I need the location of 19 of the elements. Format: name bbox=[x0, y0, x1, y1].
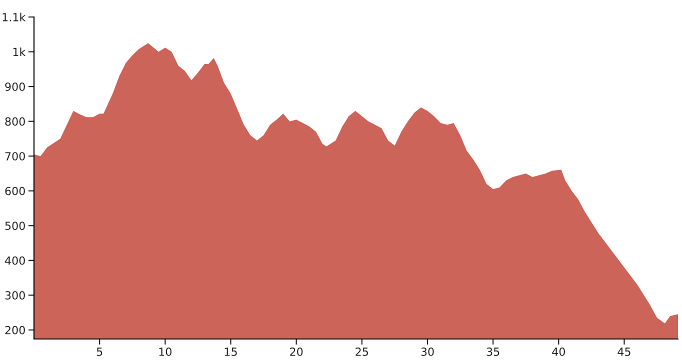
x-tick-label: 15 bbox=[224, 348, 237, 356]
y-tick-label: 800 bbox=[5, 117, 25, 126]
y-tick-label: 900 bbox=[5, 82, 25, 91]
y-tick-label: 700 bbox=[5, 152, 25, 160]
x-tick-label: 40 bbox=[552, 348, 565, 356]
x-tick-label: 25 bbox=[356, 348, 368, 356]
y-tick-label: 1k bbox=[13, 48, 26, 56]
x-tick-label: 35 bbox=[486, 348, 500, 356]
y-tick-label: 200 bbox=[5, 326, 25, 334]
y-tick-label: 1.1k bbox=[2, 12, 26, 22]
y-tick-label: 300 bbox=[5, 291, 25, 300]
x-tick-label: 20 bbox=[290, 348, 303, 356]
x-tick-label: 45 bbox=[618, 348, 630, 356]
y-tick-label: 600 bbox=[5, 186, 25, 196]
y-tick-label: 400 bbox=[5, 256, 25, 265]
y-tick-label: 500 bbox=[5, 222, 25, 230]
x-tick-label: 10 bbox=[159, 348, 172, 356]
x-tick-label: 5 bbox=[96, 348, 102, 356]
x-tick-label: 30 bbox=[421, 348, 434, 356]
